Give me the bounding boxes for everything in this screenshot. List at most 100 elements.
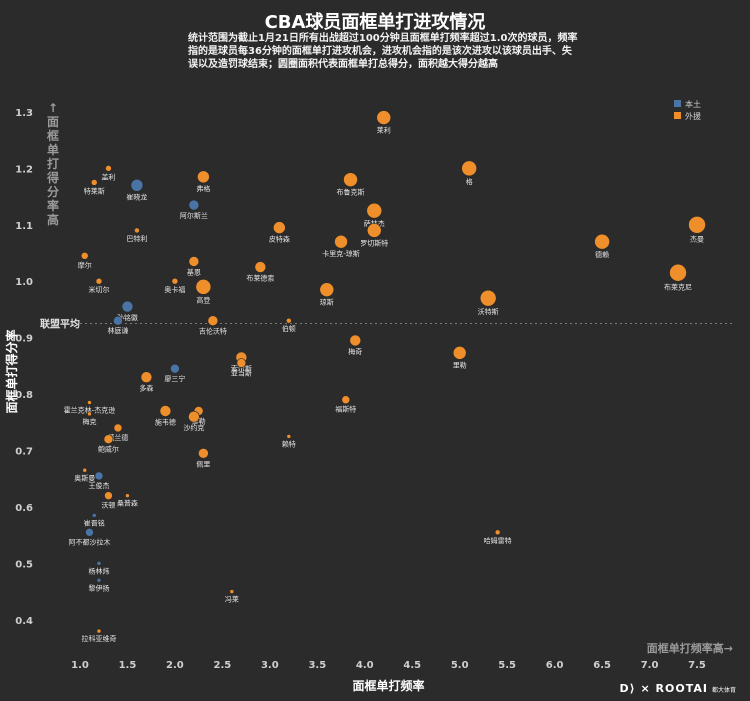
x-tick-label: 5.5 xyxy=(498,660,516,671)
data-point-label: 布鲁克斯 xyxy=(337,188,365,197)
x-tick-label: 5.0 xyxy=(451,660,469,671)
data-point xyxy=(198,448,209,459)
data-point xyxy=(130,178,144,192)
data-point-label: 奥卡福 xyxy=(164,285,185,294)
data-point xyxy=(159,405,172,417)
x-annotation: 面框单打频率高→ xyxy=(647,641,733,655)
data-point-label: 桑普森 xyxy=(117,499,138,508)
brand-logo-text: D⟩ × ROOTAI xyxy=(619,682,708,695)
data-point-label: 林庭谦 xyxy=(107,326,128,335)
data-point xyxy=(207,315,219,327)
data-point xyxy=(96,628,102,634)
data-point-label: 阿尔斯兰 xyxy=(180,211,208,220)
data-point-label: 索尔斯 xyxy=(231,364,252,373)
data-point-label: 赖特 xyxy=(282,439,296,448)
legend-label-local: 本土 xyxy=(685,99,701,109)
y-tick-label: 1.3 xyxy=(15,108,33,119)
data-point-label: 施韦德 xyxy=(155,418,176,427)
data-point xyxy=(594,233,610,250)
data-point xyxy=(273,221,286,234)
data-point-label: 冯莱 xyxy=(225,595,239,604)
data-point xyxy=(121,300,134,313)
data-point-label: 多森 xyxy=(139,384,153,393)
data-point xyxy=(341,395,351,405)
y-tick-label: 1.0 xyxy=(15,277,33,288)
data-point xyxy=(94,471,104,481)
data-point xyxy=(334,234,348,249)
data-point xyxy=(96,561,102,566)
data-point xyxy=(87,411,92,417)
data-point xyxy=(134,227,140,234)
x-tick-label: 6.0 xyxy=(546,660,564,671)
data-point-label: 莫兰德 xyxy=(107,433,128,442)
data-point-label: 弗格 xyxy=(196,184,210,193)
y-tick-label: 0.8 xyxy=(15,390,33,401)
data-point-label: 王俊杰 xyxy=(88,481,109,490)
y-annotation-char: 高 xyxy=(47,212,59,227)
data-point xyxy=(105,165,112,172)
x-tick-label: 1.0 xyxy=(71,660,89,671)
data-point xyxy=(197,170,210,184)
x-tick-label: 4.0 xyxy=(356,660,374,671)
data-point-label: 琼斯 xyxy=(320,298,334,307)
data-point xyxy=(125,493,130,498)
data-point xyxy=(170,363,180,374)
brand-subtext: 都大体育 xyxy=(711,687,736,694)
data-point-label: 拉科亚维奇 xyxy=(81,634,116,643)
y-tick-label: 0.7 xyxy=(15,447,33,458)
data-point-label: 盖利 xyxy=(101,172,115,181)
y-axis-label: 面框单打得分率 xyxy=(4,329,19,413)
data-point-label: 高登 xyxy=(196,295,210,304)
y-annotation-char: 打 xyxy=(47,156,59,171)
data-point xyxy=(349,334,362,347)
data-point-label: 孙铭徽 xyxy=(117,313,138,322)
data-point xyxy=(669,263,687,282)
data-point-label: 沃顿 xyxy=(101,501,115,510)
data-point-label: 罗切斯特 xyxy=(360,238,388,247)
data-point-label: 泰勒 xyxy=(192,417,206,426)
data-point-label: 米切尔 xyxy=(88,285,109,294)
data-point xyxy=(82,467,88,473)
data-point xyxy=(319,282,335,297)
y-tick-label: 1.2 xyxy=(15,164,33,175)
y-tick-label: 0.5 xyxy=(15,559,33,570)
x-tick-label: 3.5 xyxy=(308,660,326,671)
data-point xyxy=(85,528,94,537)
data-point-label: 特莱斯 xyxy=(84,186,105,195)
footer-brand: D⟩ × ROOTAI 都大体育 xyxy=(620,682,736,695)
data-point xyxy=(254,261,267,273)
data-point xyxy=(104,491,113,500)
legend-label-foreign: 外援 xyxy=(685,111,701,121)
chart-subtitle: 统计范围为截止1月21日所有出战超过100分钟且面框单打频率超过1.0次的球员，… xyxy=(188,33,578,70)
data-point xyxy=(229,589,235,594)
data-point-label: 杨林炜 xyxy=(88,566,109,575)
data-point-label: 卡里克-琼斯 xyxy=(322,249,360,258)
y-tick-label: 0.6 xyxy=(15,503,33,514)
data-point xyxy=(113,315,123,326)
legend-swatch-local xyxy=(674,100,681,107)
data-point xyxy=(91,513,97,518)
data-point-label: 阿不都沙拉木 xyxy=(68,537,110,546)
y-annotation-char: 框 xyxy=(47,128,59,143)
data-point xyxy=(688,215,706,234)
x-tick-label: 7.0 xyxy=(641,660,659,671)
x-tick-label: 2.5 xyxy=(214,660,232,671)
data-point-label: 霍兰克林-杰克逊 xyxy=(64,406,116,415)
data-point xyxy=(343,172,358,187)
data-point-label: 里勒 xyxy=(453,360,467,369)
data-point-label: 梅克 xyxy=(82,417,96,426)
x-tick-label: 7.5 xyxy=(688,660,706,671)
y-annotation-char: 分 xyxy=(47,184,59,199)
x-tick-label: 1.5 xyxy=(119,660,137,671)
data-point-label: 福斯特 xyxy=(335,405,356,414)
y-annotation-char: 单 xyxy=(47,142,59,157)
data-point xyxy=(195,279,212,295)
data-point-label: 沃特斯 xyxy=(478,307,499,316)
data-point-label: 沙约克 xyxy=(183,423,204,432)
data-point-label: 崔晋铭 xyxy=(84,518,105,527)
data-point xyxy=(87,400,92,405)
data-point-label: 伯顿 xyxy=(282,324,296,333)
data-point-label: 皮特森 xyxy=(269,235,290,244)
y-annotation-char: ↑ xyxy=(48,101,58,115)
